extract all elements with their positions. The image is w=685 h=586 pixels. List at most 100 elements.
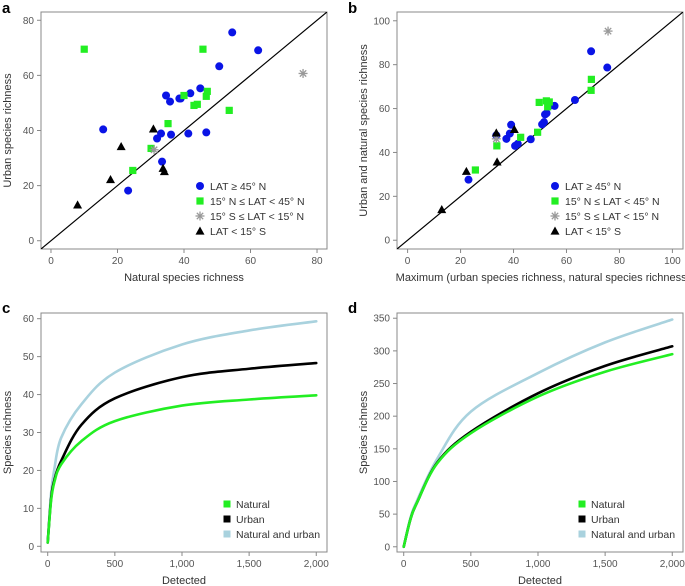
y-tick-label: 40 [23, 126, 35, 137]
data-point [162, 91, 171, 100]
data-point [502, 134, 511, 143]
y-tick-label: 40 [379, 148, 391, 159]
data-point [464, 175, 473, 184]
series-line-natural-and-urban [46, 320, 318, 544]
panel-b: b 0 20 40 60 80 100 0 20 40 60 80 100 Maximum (urban … [348, 0, 685, 284]
data-point [517, 133, 525, 141]
x-tick-label: 1,500 [237, 559, 262, 570]
legend-marker [196, 182, 204, 190]
legend-marker [551, 182, 559, 190]
data-point [186, 89, 195, 98]
data-point [193, 100, 201, 108]
legend-label: Natural and urban [236, 529, 320, 541]
data-point [493, 142, 501, 150]
data-point [129, 166, 137, 175]
y-tick-label: 60 [379, 104, 391, 115]
plot-area [402, 318, 674, 549]
legend-swatch [578, 515, 586, 523]
data-point [437, 205, 447, 214]
data-point [603, 26, 613, 36]
plot-frame [396, 312, 684, 553]
data-point [215, 62, 224, 71]
plot-area [41, 12, 327, 249]
data-point [80, 45, 88, 53]
data-point [180, 91, 188, 100]
data-point [159, 167, 169, 176]
data-point [202, 128, 211, 137]
panel-label: d [348, 300, 357, 317]
y-tick-label: 0 [28, 236, 34, 247]
data-point [148, 124, 158, 133]
x-tick-label: 60 [561, 256, 573, 267]
legend: Natural Urban Natural and urban [578, 499, 675, 541]
legend-label: Natural [236, 499, 270, 511]
x-tick-label: 0 [405, 256, 411, 267]
y-tick-label: 100 [373, 16, 390, 27]
legend-label: LAT < 15° S [210, 226, 266, 238]
data-point [545, 98, 553, 106]
data-point [509, 124, 519, 134]
legend-swatch [223, 500, 231, 508]
data-point [491, 128, 501, 137]
legend-marker-stroke [196, 212, 204, 220]
x-tick-label: 80 [311, 256, 323, 267]
data-point [538, 120, 547, 129]
data-point [544, 103, 552, 111]
data-point [461, 166, 471, 175]
data-point [254, 46, 263, 55]
data-point [570, 95, 579, 104]
legend-label: 15° S ≤ LAT < 15° N [565, 211, 659, 223]
data-point [106, 175, 116, 184]
y-tick-label: 80 [379, 60, 391, 71]
x-axis-title: Maximum (urban species richness, natural… [396, 272, 685, 284]
data-point [147, 144, 155, 153]
y-axis-title: Urban species richness [2, 73, 14, 188]
x-tick-label: 100 [664, 256, 681, 267]
x-tick-label: 40 [178, 256, 190, 267]
y-tick-label: 80 [23, 16, 35, 27]
data-point [534, 128, 542, 136]
legend-marker-stroke [551, 212, 559, 220]
legend-label: Natural and urban [591, 529, 675, 541]
y-tick-label: 40 [23, 390, 35, 401]
x-tick-label: 40 [508, 256, 520, 267]
data-point [587, 86, 595, 94]
legend-label: Urban [591, 514, 620, 526]
y-axis-title: Species richness [358, 390, 370, 474]
plot-frame [40, 312, 328, 553]
data-point [492, 157, 502, 166]
data-point [471, 166, 479, 174]
panel-c: c 0 500 1,000 1,500 2,000 0 10 20 30 40 50 60 Detecte… [2, 300, 329, 586]
x-axis-title: Natural species richness [124, 272, 244, 284]
data-point [116, 141, 126, 151]
data-point [73, 200, 83, 209]
data-point-stroke [150, 146, 158, 154]
x-tick-label: 20 [112, 256, 124, 267]
series-line-natural-and-urban [402, 318, 674, 549]
data-point [164, 120, 172, 128]
identity-line [41, 12, 327, 249]
y-tick-label: 10 [23, 504, 35, 515]
legend-label: 15° N ≤ LAT < 45° N [210, 196, 305, 208]
data-point [167, 130, 176, 139]
legend-swatch [578, 530, 586, 538]
y-tick-label: 60 [23, 71, 35, 82]
y-axis-title: Species richness [2, 390, 14, 474]
plot-area [46, 320, 318, 544]
data-point-stroke [604, 27, 612, 35]
data-point [199, 45, 207, 53]
x-tick-label: 0 [48, 256, 54, 267]
panel-a: a 0 20 40 60 80 0 20 40 60 80 Natural species richn… [2, 0, 328, 284]
data-point [166, 97, 175, 106]
x-tick-label: 500 [107, 559, 124, 570]
panel-label: a [2, 0, 11, 17]
panel-label: b [348, 0, 357, 17]
data-point [535, 98, 543, 107]
data-point [203, 87, 211, 95]
y-tick-label: 0 [384, 236, 390, 247]
data-point-stroke [492, 135, 500, 143]
legend-marker [551, 197, 559, 205]
x-tick-label: 500 [463, 559, 480, 570]
series-line-urban [46, 361, 318, 544]
data-point [153, 134, 162, 143]
